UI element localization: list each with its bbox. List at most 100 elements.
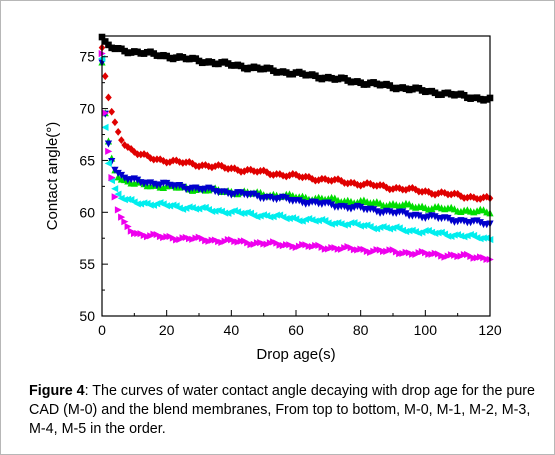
- data-point: [434, 189, 442, 198]
- data-point: [257, 167, 264, 175]
- data-point: [444, 214, 452, 222]
- data-point: [360, 221, 368, 230]
- y-tick-label: 65: [79, 152, 95, 168]
- data-point: [396, 184, 403, 193]
- figure-caption: Figure 4: The curves of water contact an…: [29, 382, 541, 439]
- data-point: [444, 190, 452, 199]
- data-point: [483, 192, 491, 201]
- data-point: [279, 171, 287, 180]
- data-point: [386, 185, 394, 194]
- data-point: [308, 175, 316, 183]
- caption-text: : The curves of water contact angle deca…: [29, 383, 535, 437]
- data-point: [179, 183, 187, 191]
- data-point: [108, 174, 116, 182]
- data-point: [354, 180, 361, 189]
- data-point: [357, 203, 365, 212]
- data-point: [347, 178, 355, 187]
- data-point: [215, 161, 222, 169]
- data-point: [473, 217, 481, 225]
- data-point: [137, 150, 145, 159]
- data-point: [451, 189, 458, 198]
- data-point: [383, 183, 390, 192]
- data-point: [369, 225, 377, 233]
- data-point: [428, 189, 436, 198]
- data-point: [360, 180, 368, 189]
- data-point: [380, 181, 387, 190]
- data-point: [169, 201, 177, 209]
- x-tick-label: 20: [159, 322, 175, 338]
- x-tick-label: 40: [224, 322, 240, 338]
- data-point: [428, 204, 436, 213]
- data-point: [356, 222, 364, 230]
- data-point: [295, 172, 303, 181]
- data-point: [295, 197, 303, 205]
- data-point: [373, 181, 381, 190]
- data-point: [234, 166, 242, 175]
- data-point: [283, 172, 290, 181]
- data-point: [160, 156, 167, 165]
- data-point: [260, 166, 267, 175]
- data-point: [305, 172, 313, 181]
- data-point: [285, 214, 293, 222]
- data-point: [163, 179, 171, 187]
- data-point: [179, 159, 187, 167]
- data-point: [114, 169, 122, 177]
- data-point: [286, 171, 293, 180]
- data-point: [253, 167, 261, 176]
- data-point: [415, 212, 423, 220]
- data-point: [331, 175, 339, 184]
- data-point: [324, 199, 332, 207]
- data-point: [114, 127, 122, 136]
- data-point: [250, 190, 258, 198]
- x-tick-label: 120: [478, 322, 502, 338]
- series-0: [98, 33, 494, 104]
- data-point: [121, 174, 129, 182]
- data-point: [182, 158, 190, 167]
- y-axis-label: Contact angle(°): [44, 122, 61, 231]
- data-point: [311, 217, 319, 225]
- data-point: [327, 201, 336, 209]
- data-point: [111, 118, 119, 127]
- data-point: [205, 162, 212, 171]
- data-point: [340, 221, 348, 229]
- data-point: [312, 176, 319, 185]
- data-point: [431, 229, 439, 237]
- data-point: [450, 231, 458, 239]
- data-point: [208, 207, 216, 215]
- data-point: [134, 150, 141, 159]
- data-point: [399, 208, 407, 216]
- data-point: [337, 176, 345, 185]
- data-point: [114, 190, 122, 198]
- data-point: [476, 219, 484, 227]
- data-point: [208, 185, 216, 193]
- data-point: [412, 185, 419, 194]
- data-point: [120, 196, 128, 204]
- data-point: [140, 150, 148, 158]
- data-point: [444, 232, 452, 240]
- data-point: [266, 213, 274, 221]
- data-point: [231, 164, 238, 173]
- data-point: [357, 181, 364, 190]
- data-point: [131, 148, 138, 156]
- x-axis-label: Drop age(s): [256, 346, 335, 363]
- data-point: [464, 193, 471, 202]
- data-point: [263, 168, 271, 177]
- data-point: [191, 205, 200, 213]
- data-point: [124, 195, 132, 203]
- data-point: [202, 161, 209, 169]
- data-point: [253, 192, 261, 200]
- y-tick-label: 70: [79, 101, 95, 117]
- data-point: [156, 155, 164, 164]
- data-point: [438, 188, 445, 197]
- data-point: [467, 192, 474, 201]
- data-point: [124, 222, 132, 231]
- data-point: [140, 199, 148, 207]
- data-point: [405, 184, 413, 193]
- data-point: [105, 147, 113, 155]
- data-point: [101, 38, 109, 45]
- data-marks: [98, 33, 494, 264]
- data-point: [434, 229, 442, 237]
- data-point: [409, 183, 416, 192]
- data-point: [163, 158, 170, 167]
- series-3: [98, 59, 494, 229]
